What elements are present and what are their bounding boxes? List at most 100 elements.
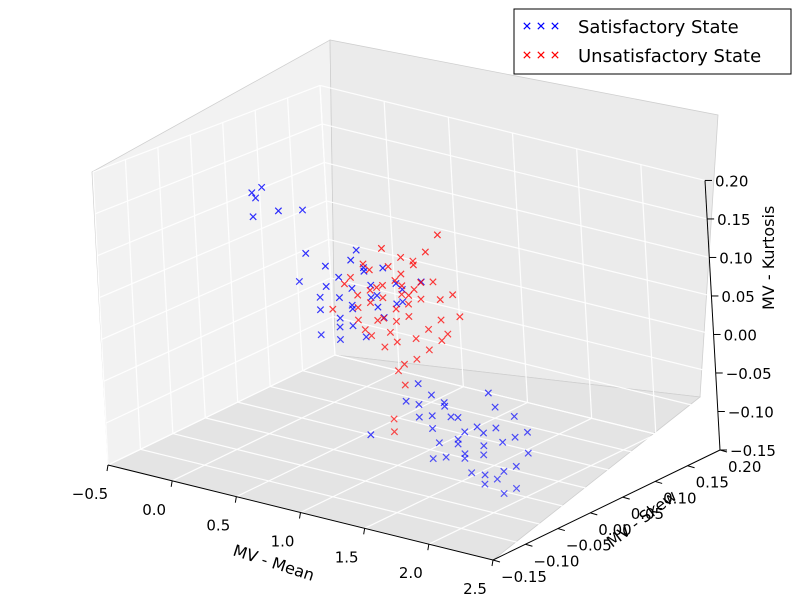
point-satisfactory-5 (298, 206, 307, 214)
point-unsatisfactory-20 (433, 231, 442, 239)
grid-y-side-3 (189, 134, 206, 418)
point-satisfactory-7 (302, 249, 310, 258)
z-tick-label-2: −0.05 (726, 365, 772, 383)
point-unsatisfactory-13 (424, 325, 433, 333)
point-unsatisfactory-48 (436, 295, 444, 304)
point-satisfactory-28 (352, 246, 360, 254)
point-unsatisfactory-22 (384, 262, 392, 271)
point-unsatisfactory-45 (391, 276, 399, 285)
grid-y-side-4 (222, 122, 239, 403)
y-tick-mark-6 (687, 465, 695, 469)
data-points (248, 183, 532, 498)
point-unsatisfactory-54 (372, 283, 381, 292)
point-unsatisfactory-25 (354, 303, 362, 312)
grid-z-side-0 (107, 354, 336, 466)
point-unsatisfactory-2 (366, 286, 374, 294)
x-tick-mark-2 (234, 496, 237, 503)
grid-z-side-2 (103, 277, 331, 382)
point-satisfactory-74 (484, 389, 492, 397)
legend-marker-unsatisfactory-0 (523, 51, 531, 59)
grid-x-back-5 (640, 164, 657, 435)
y-tick-mark-0 (492, 559, 501, 563)
z-axis-line (704, 180, 721, 451)
point-unsatisfactory-35 (425, 346, 433, 354)
point-satisfactory-51 (480, 451, 488, 459)
point-unsatisfactory-32 (413, 355, 421, 363)
point-satisfactory-63 (461, 454, 469, 462)
point-satisfactory-71 (402, 397, 410, 405)
x-tick-mark-3 (299, 512, 301, 519)
point-satisfactory-45 (499, 438, 507, 446)
y-tick-label-6: 0.15 (696, 474, 729, 492)
grid-y-side-0 (92, 171, 109, 466)
axes: −0.50.00.51.01.52.02.5−0.15−0.10−0.050.0… (72, 172, 776, 598)
point-satisfactory-60 (435, 439, 443, 447)
point-unsatisfactory-31 (400, 360, 409, 368)
point-unsatisfactory-40 (361, 326, 369, 334)
x-tick-label-1: 0.0 (142, 501, 166, 519)
grid-y-floor-6 (302, 370, 688, 467)
point-satisfactory-32 (399, 298, 407, 306)
grid-y-floor-4 (237, 401, 623, 498)
point-satisfactory-47 (523, 428, 532, 436)
point-unsatisfactory-52 (417, 278, 425, 287)
point-unsatisfactory-28 (340, 280, 349, 288)
point-unsatisfactory-50 (386, 328, 395, 336)
grid-z-back-1 (332, 315, 719, 413)
point-satisfactory-55 (447, 413, 455, 421)
legend-marker-satisfactory-0 (523, 22, 531, 30)
grid-x-floor-3 (300, 401, 528, 514)
point-satisfactory-25 (322, 282, 330, 291)
point-unsatisfactory-0 (346, 273, 355, 282)
x-tick-mark-4 (363, 528, 366, 535)
point-satisfactory-30 (373, 291, 381, 300)
point-satisfactory-69 (414, 380, 422, 388)
point-unsatisfactory-34 (401, 381, 409, 389)
point-unsatisfactory-53 (405, 291, 413, 300)
grid-x-floor-4 (364, 417, 592, 529)
y-tick-label-5: 0.10 (663, 489, 696, 507)
point-satisfactory-37 (336, 323, 344, 331)
legend-marker-unsatisfactory-1 (537, 51, 545, 59)
x-tick-mark-5 (427, 544, 430, 551)
point-satisfactory-48 (524, 449, 532, 457)
y-tick-mark-1 (525, 543, 533, 547)
grid-z-side-6 (94, 123, 323, 215)
point-unsatisfactory-27 (354, 291, 362, 299)
point-unsatisfactory-29 (329, 305, 337, 313)
z-tick-label-4: 0.05 (721, 288, 754, 306)
point-satisfactory-46 (511, 433, 519, 441)
z-tick-label-0: −0.15 (730, 442, 776, 460)
point-satisfactory-24 (347, 256, 355, 264)
grid-x-back-2 (447, 117, 464, 387)
x-tick-label-2: 0.5 (206, 517, 230, 535)
point-satisfactory-40 (454, 413, 462, 422)
point-unsatisfactory-36 (444, 330, 452, 338)
point-unsatisfactory-9 (404, 300, 413, 308)
point-satisfactory-18 (336, 314, 344, 322)
point-satisfactory-38 (427, 391, 436, 399)
grid-z-back-7 (319, 84, 706, 182)
z-tick-label-5: 0.10 (719, 249, 752, 267)
point-satisfactory-41 (461, 428, 469, 436)
point-satisfactory-23 (348, 301, 356, 309)
x-tick-label-3: 1.0 (271, 533, 295, 551)
legend: Satisfactory State Unsatisfactory State (513, 8, 792, 75)
point-satisfactory-66 (493, 475, 501, 483)
point-satisfactory-44 (492, 424, 500, 432)
point-satisfactory-19 (349, 322, 357, 330)
point-unsatisfactory-46 (359, 260, 367, 268)
grid-y-floor-2 (172, 432, 559, 530)
point-satisfactory-4 (274, 207, 283, 215)
point-satisfactory-64 (468, 469, 476, 477)
legend-label-unsatisfactory: Unsatisfactory State (578, 46, 761, 67)
point-satisfactory-58 (415, 400, 423, 409)
x-tick-mark-6 (491, 559, 494, 567)
grid-y-floor-3 (205, 417, 591, 514)
point-unsatisfactory-15 (438, 336, 446, 345)
legend-marker-satisfactory-1 (537, 22, 545, 30)
point-satisfactory-62 (454, 440, 462, 448)
y-tick-mark-4 (622, 496, 630, 500)
z-tick-label-3: 0.00 (724, 326, 757, 344)
